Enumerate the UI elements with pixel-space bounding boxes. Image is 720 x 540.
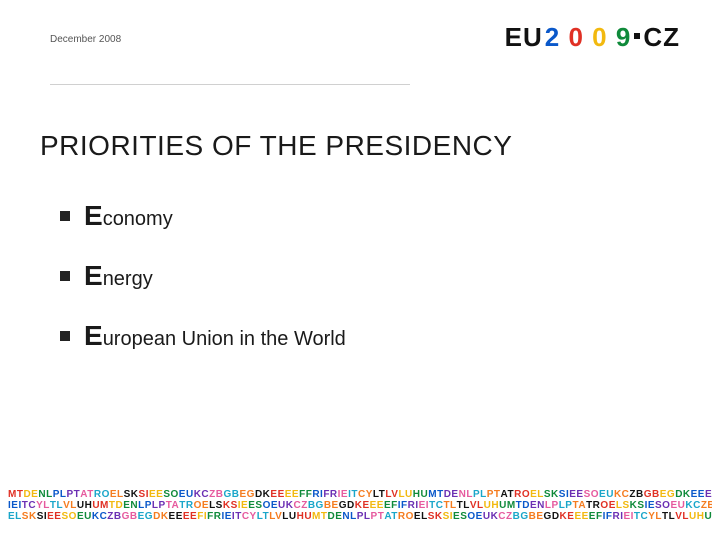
footer-line: MTDENLPLPTATROELSKSIEESOEUKCZBGBEGDKEEEE… <box>8 489 712 500</box>
bullet-text: nergy <box>103 268 153 291</box>
logo-year-digit: 2 <box>545 22 560 53</box>
bullet-initial: E <box>84 200 103 232</box>
logo-cz-text: CZ <box>643 22 680 53</box>
bullet-icon <box>60 331 70 341</box>
logo-eu-text: EU <box>505 22 543 53</box>
bullet-text: conomy <box>103 208 173 231</box>
bullet-initial: E <box>84 320 103 352</box>
logo-year-digit: 0 <box>592 22 607 53</box>
eu2009-logo: EU 2 0 0 9 CZ <box>505 22 680 53</box>
date-text: December 2008 <box>50 34 121 45</box>
list-item: E nergy <box>60 260 346 292</box>
footer-line: IEITCYLTLVLUHUMTDENLPLPTATROELSKSIEESOEU… <box>8 500 712 511</box>
bullet-icon <box>60 211 70 221</box>
header-divider <box>50 84 410 85</box>
page-title: PRIORITIES OF THE PRESIDENCY <box>40 130 512 162</box>
logo-dot-icon <box>634 33 640 39</box>
priority-list: E conomy E nergy E uropean Union in the … <box>60 200 346 380</box>
list-item: E conomy <box>60 200 346 232</box>
logo-year-digit: 9 <box>616 22 631 53</box>
bullet-icon <box>60 271 70 281</box>
logo-year: 2 0 0 9 <box>545 22 632 53</box>
footer-line: ELSKSIEESOEUKCZBGBEGDKEEEEFIFRIEITCYLTLV… <box>8 511 712 522</box>
logo-year-digit: 0 <box>568 22 583 53</box>
bullet-initial: E <box>84 260 103 292</box>
footer-pattern: MTDENLPLPTATROELSKSIEESOEUKCZBGBEGDKEEEE… <box>0 489 720 522</box>
list-item: E uropean Union in the World <box>60 320 346 352</box>
bullet-text: uropean Union in the World <box>103 328 346 351</box>
